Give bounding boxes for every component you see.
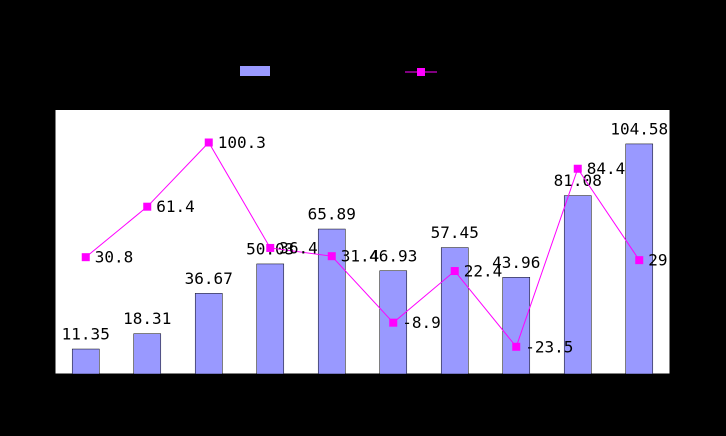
line-marker [81,253,90,262]
legend-swatch [240,66,270,76]
line-label: 30.8 [95,248,134,267]
line-label: -23.5 [525,337,573,356]
bar-label: 43.96 [492,253,540,272]
y2-tick-label: 20 [678,265,697,284]
y2-tick-label: -40 [678,364,707,383]
line-label: 61.4 [156,197,195,216]
line-marker [573,164,582,173]
bar-label: 104.58 [610,119,668,138]
line-label: -8.9 [402,313,441,332]
bar-label: 36.67 [185,269,233,288]
line-marker [143,202,152,211]
y2-tick-label: 80 [678,166,697,185]
y2-tick-label: -20 [678,331,707,350]
bar-label: 11.35 [62,325,110,344]
line-label: 84.4 [587,159,626,178]
line-marker [635,256,644,265]
y-tick-label: 20 [28,320,47,339]
line-marker [450,267,459,276]
line-marker [327,252,336,261]
y-tick-label: 120 [18,100,47,119]
y2-tick-label: 100 [678,133,707,152]
bar [71,348,100,375]
y2-tick-label: 40 [678,232,697,251]
bar [563,195,592,375]
line-label: 36.4 [279,238,318,257]
line-label: 31.4 [341,247,380,266]
line-marker [204,138,213,147]
bar-label: 81.08 [554,171,602,190]
line-marker [389,318,398,327]
line-label: 100.3 [218,133,266,152]
bar [194,293,223,375]
bar-label: 65.89 [308,205,356,224]
bar [256,263,285,375]
y-tick-label: 0 [37,364,47,383]
line-marker [512,342,521,351]
y2-tick-label: 0 [678,298,688,317]
y2-tick-label: 120 [678,100,707,119]
y2-tick-label: 60 [678,199,697,218]
y-tick-label: 80 [28,188,47,207]
legend-swatch [417,68,425,76]
bar [502,277,531,375]
bar-label: 57.45 [431,223,479,242]
line-label: 22.4 [464,262,503,281]
bar-label: 46.93 [369,246,417,265]
y-tick-label: 40 [28,276,47,295]
y-tick-label: 100 [18,144,47,163]
line-label: 29 [648,251,667,270]
line-marker [266,243,275,252]
bar [133,333,162,375]
bar-label: 18.31 [123,309,171,328]
line [85,141,640,348]
y-tick-label: 60 [28,232,47,251]
